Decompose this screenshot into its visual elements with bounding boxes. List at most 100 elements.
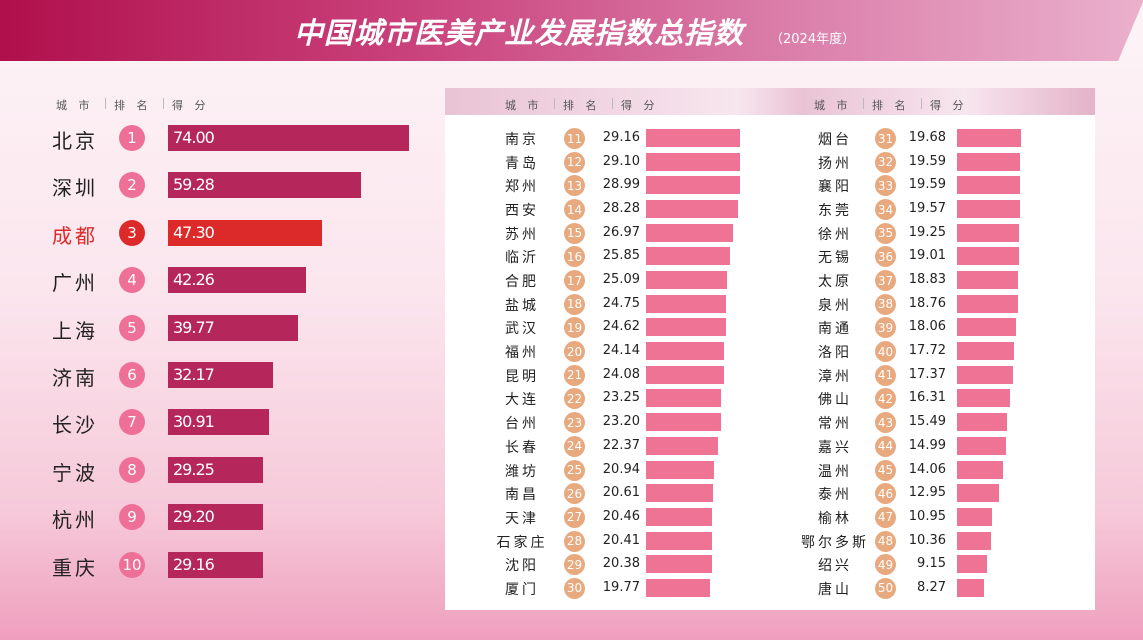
city-label: 佛山 <box>818 392 852 409</box>
rank-badge: 11 <box>564 128 585 149</box>
rank-badge: 43 <box>875 412 896 434</box>
score-value: 20.41 <box>602 532 640 548</box>
score-bar <box>646 389 722 408</box>
score-label: 29.20 <box>173 507 215 527</box>
score-bar <box>957 318 1016 337</box>
score-bar <box>646 200 738 219</box>
city-label: 苏州 <box>505 226 539 243</box>
rank-badge: 36 <box>875 246 896 268</box>
rank-badge: 29 <box>564 554 585 576</box>
page-title: 中国城市医美产业发展指数总指数 <box>294 16 745 50</box>
rank-badge: 42 <box>875 388 896 410</box>
rank-badge: 27 <box>564 506 585 528</box>
rank-badge: 25 <box>564 459 585 481</box>
rank-badge: 2 <box>119 172 145 199</box>
score-bar <box>646 365 725 384</box>
score-value: 15.49 <box>908 414 946 430</box>
column-header-rank: 排 名 <box>563 99 601 112</box>
city-label: 无锡 <box>818 250 852 267</box>
city-label: 扬州 <box>818 155 852 172</box>
score-value: 28.99 <box>602 177 640 193</box>
rank-badge: 16 <box>564 246 585 268</box>
score-bar <box>957 531 991 550</box>
city-label: 襄阳 <box>818 179 852 196</box>
score-bar <box>957 247 1019 266</box>
score-value: 19.77 <box>602 579 640 595</box>
rank-badge: 49 <box>875 554 896 576</box>
score-label: 32.17 <box>173 365 215 384</box>
rank-badge: 46 <box>875 483 896 505</box>
score-value: 14.99 <box>908 437 946 453</box>
score-value: 10.95 <box>908 508 946 524</box>
score-bar <box>646 460 714 479</box>
rank-badge: 50 <box>875 577 896 599</box>
city-label: 南京 <box>505 132 539 148</box>
rank-badge: 41 <box>875 364 896 386</box>
score-value: 19.59 <box>908 177 946 193</box>
score-value: 28.28 <box>602 201 640 217</box>
rank-badge: 24 <box>564 435 585 457</box>
score-bar: 29.20 <box>168 504 264 531</box>
city-label: 青岛 <box>505 155 539 172</box>
panel-header <box>445 88 1095 115</box>
rank-badge: 35 <box>875 222 896 244</box>
score-bar <box>646 507 713 526</box>
rank-badge: 31 <box>875 128 896 149</box>
city-label: 杭州 <box>52 508 98 533</box>
page-subtitle: （2024年度） <box>770 32 856 47</box>
score-label: 42.26 <box>173 270 215 290</box>
city-label: 榆林 <box>818 510 852 527</box>
score-value: 26.97 <box>602 224 640 240</box>
rank-badge: 5 <box>119 314 145 341</box>
score-value: 18.06 <box>908 319 946 335</box>
city-label: 南昌 <box>505 487 539 504</box>
city-label: 东莞 <box>818 203 852 220</box>
score-bar <box>646 294 727 313</box>
score-label: 29.16 <box>173 554 215 574</box>
score-value: 23.20 <box>602 414 640 430</box>
score-value: 10.36 <box>908 532 946 548</box>
rank-badge: 30 <box>564 577 585 599</box>
score-value: 16.31 <box>908 390 946 406</box>
rank-badge: 1 <box>119 125 145 151</box>
city-label: 重庆 <box>52 555 98 580</box>
score-value: 29.16 <box>602 130 640 145</box>
score-value: 19.59 <box>908 153 946 169</box>
score-value: 25.85 <box>602 248 640 264</box>
city-label: 天津 <box>505 510 539 527</box>
column-header-city: 城 市 <box>56 99 94 112</box>
score-label: 29.25 <box>173 459 215 479</box>
city-label: 深圳 <box>52 176 98 201</box>
rank-badge: 44 <box>875 435 896 457</box>
score-bar <box>646 223 734 242</box>
rank-badge: 10 <box>119 551 145 578</box>
column-header-score: 得 分 <box>621 99 659 112</box>
city-label: 嘉兴 <box>818 439 852 456</box>
city-label: 常州 <box>818 416 852 433</box>
city-label: 合肥 <box>505 274 539 291</box>
city-label: 南通 <box>818 321 852 338</box>
city-label: 西安 <box>505 203 539 220</box>
score-value: 24.75 <box>602 295 640 311</box>
city-label: 济南 <box>52 366 98 390</box>
score-value: 20.46 <box>602 508 640 524</box>
score-value: 20.38 <box>602 556 640 572</box>
rank-badge: 33 <box>875 175 896 197</box>
city-label: 武汉 <box>505 321 539 338</box>
rank-badge: 38 <box>875 293 896 315</box>
score-value: 17.72 <box>908 343 946 359</box>
score-bar: 59.28 <box>168 172 362 199</box>
divider <box>163 98 164 109</box>
city-label: 沈阳 <box>505 558 539 575</box>
score-value: 9.15 <box>917 556 946 572</box>
rank-badge: 17 <box>564 270 585 292</box>
score-bar <box>957 484 999 503</box>
score-bar <box>646 271 728 290</box>
score-bar: 32.17 <box>168 362 273 388</box>
city-label: 绍兴 <box>818 558 852 575</box>
rank-badge: 12 <box>564 151 585 173</box>
score-label: 59.28 <box>173 175 215 195</box>
city-label: 上海 <box>52 318 98 343</box>
city-label: 成都 <box>52 223 98 248</box>
score-bar <box>646 555 713 574</box>
